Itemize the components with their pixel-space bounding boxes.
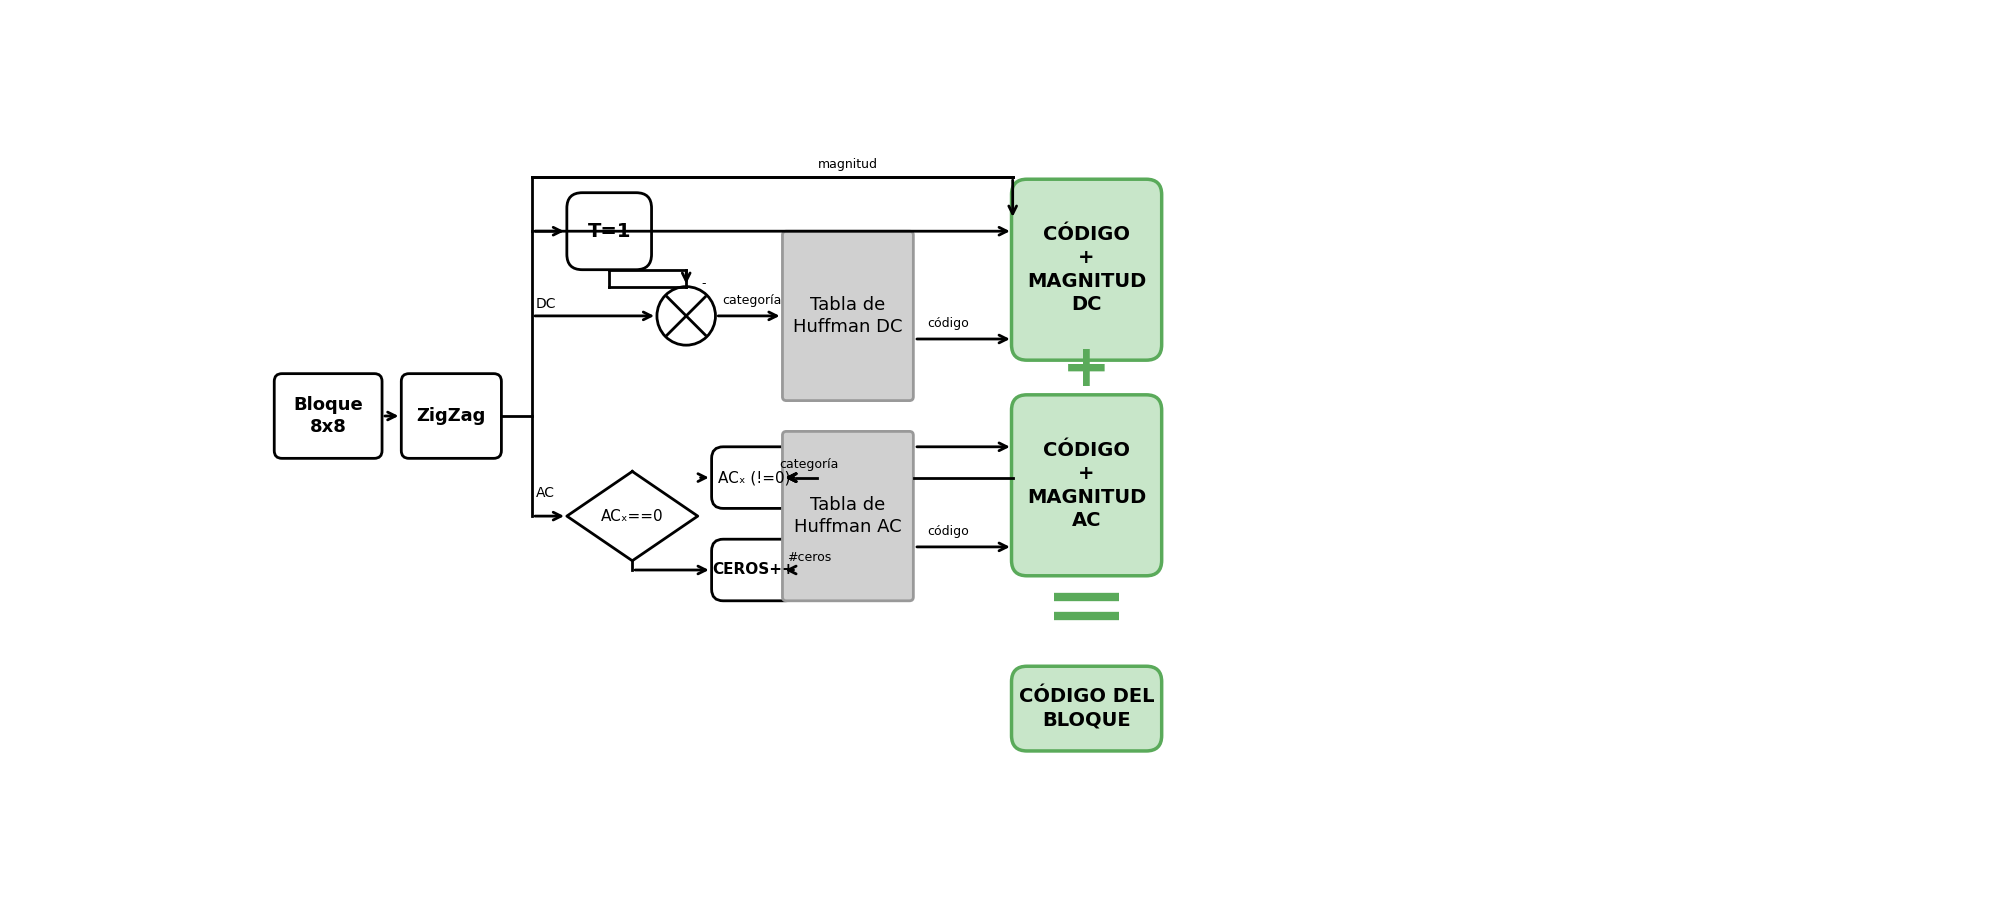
Text: magnitud: magnitud	[818, 158, 878, 171]
Circle shape	[656, 286, 716, 346]
Text: CÓDIGO
+
MAGNITUD
DC: CÓDIGO + MAGNITUD DC	[1026, 225, 1146, 314]
Text: DC: DC	[536, 297, 556, 311]
Text: CEROS++: CEROS++	[712, 562, 796, 578]
FancyBboxPatch shape	[274, 374, 382, 458]
FancyBboxPatch shape	[712, 446, 796, 508]
Text: Tabla de
Huffman DC: Tabla de Huffman DC	[794, 296, 902, 336]
FancyBboxPatch shape	[402, 374, 502, 458]
Text: ACₓ (!=0): ACₓ (!=0)	[718, 470, 790, 485]
Text: #ceros: #ceros	[788, 551, 832, 563]
Text: +: +	[1062, 341, 1110, 399]
Text: T=1: T=1	[588, 221, 630, 240]
Text: Tabla de
Huffman AC: Tabla de Huffman AC	[794, 496, 902, 536]
Text: CÓDIGO
+
MAGNITUD
AC: CÓDIGO + MAGNITUD AC	[1026, 441, 1146, 530]
FancyBboxPatch shape	[566, 193, 652, 270]
FancyBboxPatch shape	[782, 231, 914, 400]
Text: CÓDIGO DEL
BLOQUE: CÓDIGO DEL BLOQUE	[1018, 688, 1154, 730]
Text: ACₓ==0: ACₓ==0	[600, 508, 664, 524]
Text: código: código	[928, 317, 968, 329]
Text: código: código	[928, 525, 968, 537]
FancyBboxPatch shape	[1012, 395, 1162, 576]
Text: categoría: categoría	[780, 458, 840, 472]
Text: AC: AC	[536, 486, 556, 500]
FancyBboxPatch shape	[712, 539, 796, 601]
Text: ZigZag: ZigZag	[416, 407, 486, 425]
Text: -: -	[702, 277, 706, 290]
Text: categoría: categoría	[722, 293, 782, 307]
Text: Bloque
8x8: Bloque 8x8	[294, 396, 364, 436]
FancyBboxPatch shape	[1012, 179, 1162, 360]
FancyBboxPatch shape	[782, 431, 914, 601]
FancyBboxPatch shape	[1012, 666, 1162, 751]
